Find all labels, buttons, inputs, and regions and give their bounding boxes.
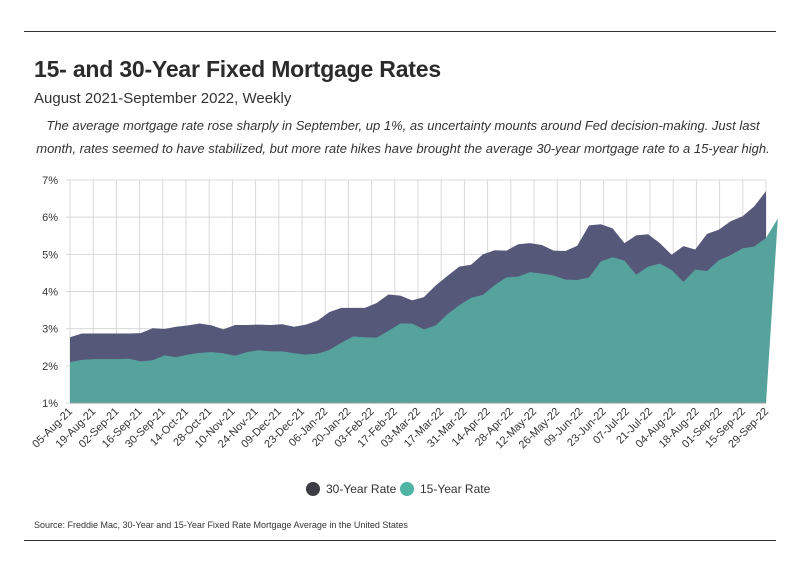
y-tick-label: 5% [42, 249, 58, 261]
source-note: Source: Freddie Mac, 30-Year and 15-Year… [34, 520, 408, 530]
y-tick-label: 6% [42, 212, 58, 224]
legend-item-30-year: 30-Year Rate [306, 482, 396, 496]
y-tick-label: 4% [42, 287, 58, 299]
chart-subtitle: August 2021-September 2022, Weekly [34, 90, 292, 107]
description-line-1: The average mortgage rate rose sharply i… [46, 118, 760, 133]
description-line-2: month, rates seemed to have stabilized, … [36, 141, 770, 156]
bottom-rule [24, 540, 776, 541]
legend-swatch-30-year [306, 482, 320, 496]
y-tick-label: 3% [42, 324, 58, 336]
y-tick-label: 7% [42, 175, 58, 187]
y-tick-label: 2% [42, 361, 58, 373]
legend-label-30-year: 30-Year Rate [326, 482, 397, 496]
legend-item-15-year: 15-Year Rate [400, 482, 490, 496]
area-15-year-rate [70, 218, 778, 403]
chart-title: 15- and 30-Year Fixed Mortgage Rates [34, 56, 441, 82]
top-rule [24, 31, 776, 32]
legend-swatch-15-year [400, 482, 414, 496]
y-tick-label: 1% [42, 398, 58, 410]
mortgage-rate-chart: 1%2%3%4%5%6%7%05-Aug-2119-Aug-2102-Sep-2… [30, 175, 778, 451]
legend-label-15-year: 15-Year Rate [420, 482, 491, 496]
